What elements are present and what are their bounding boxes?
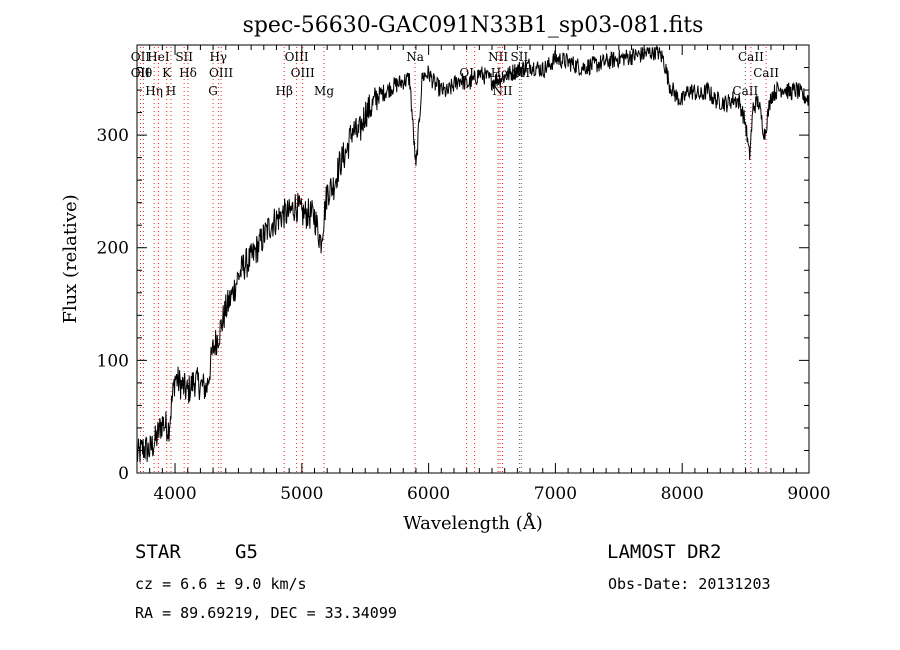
axes: 4000 5000 6000 7000 8000 9000 0 100 200 300: [97, 45, 831, 504]
line-marker-label: G: [208, 84, 218, 98]
plot-frame: [136, 44, 810, 474]
x-tick-label: 6000: [407, 484, 450, 504]
line-marker-label: OIII: [209, 66, 233, 80]
chart-title: spec-56630-GAC091N33B1_sp03-081.fits: [243, 13, 704, 38]
survey-name: LAMOST DR2: [607, 541, 722, 563]
line-marker-label: Hη: [145, 84, 163, 98]
x-axis-label: Wavelength (Å): [403, 512, 543, 534]
y-axis-label: Flux (relative): [60, 194, 81, 323]
line-marker-label: NII: [488, 50, 508, 64]
line-marker-label: Hβ: [276, 84, 293, 98]
line-marker-label: Na: [406, 50, 424, 64]
spectrum-series: [136, 46, 810, 463]
object-subclass: G5: [235, 541, 258, 563]
line-marker-label: SII: [175, 50, 193, 64]
x-tick-label: 4000: [153, 484, 196, 504]
object-class: STAR: [135, 541, 181, 563]
line-marker-label: K: [162, 66, 172, 80]
spectral-line-markers: OIIOIIHθHηHeIKHSIIHδGHγOIIIHβOIIIOIIIMgN…: [131, 47, 779, 473]
line-marker-label: CaII: [738, 50, 764, 64]
line-marker-label: CaII: [732, 84, 758, 98]
observation-date: Obs-Date: 20131203: [608, 575, 771, 593]
line-marker-label: SII: [511, 50, 529, 64]
y-tick-label: 0: [118, 464, 129, 484]
line-marker-label: Hδ: [179, 66, 197, 80]
line-marker-label: OIII: [291, 66, 315, 80]
redshift-readout: cz = 6.6 ± 9.0 km/s: [135, 575, 307, 593]
line-marker-label: H: [166, 84, 176, 98]
x-tick-label: 7000: [534, 484, 577, 504]
line-marker-label: OII: [131, 50, 151, 64]
line-marker-label: NII: [493, 84, 513, 98]
spectrum-line: [136, 46, 810, 463]
line-marker-label: Mg: [314, 84, 334, 98]
line-marker-label: OII: [131, 66, 151, 80]
line-marker-label: OIII: [285, 50, 309, 64]
y-tick-label: 300: [97, 126, 129, 146]
line-marker-label: HeI: [147, 50, 170, 64]
x-tick-label: 8000: [661, 484, 704, 504]
line-marker-label: Hγ: [209, 50, 227, 64]
x-tick-label: 9000: [787, 484, 830, 504]
line-marker-label: CaII: [753, 66, 779, 80]
y-tick-label: 200: [97, 239, 129, 259]
line-marker-label: Hθ: [134, 66, 152, 80]
x-tick-label: 5000: [280, 484, 323, 504]
coordinates: RA = 89.69219, DEC = 33.34099: [135, 604, 397, 622]
y-tick-label: 100: [97, 351, 129, 371]
